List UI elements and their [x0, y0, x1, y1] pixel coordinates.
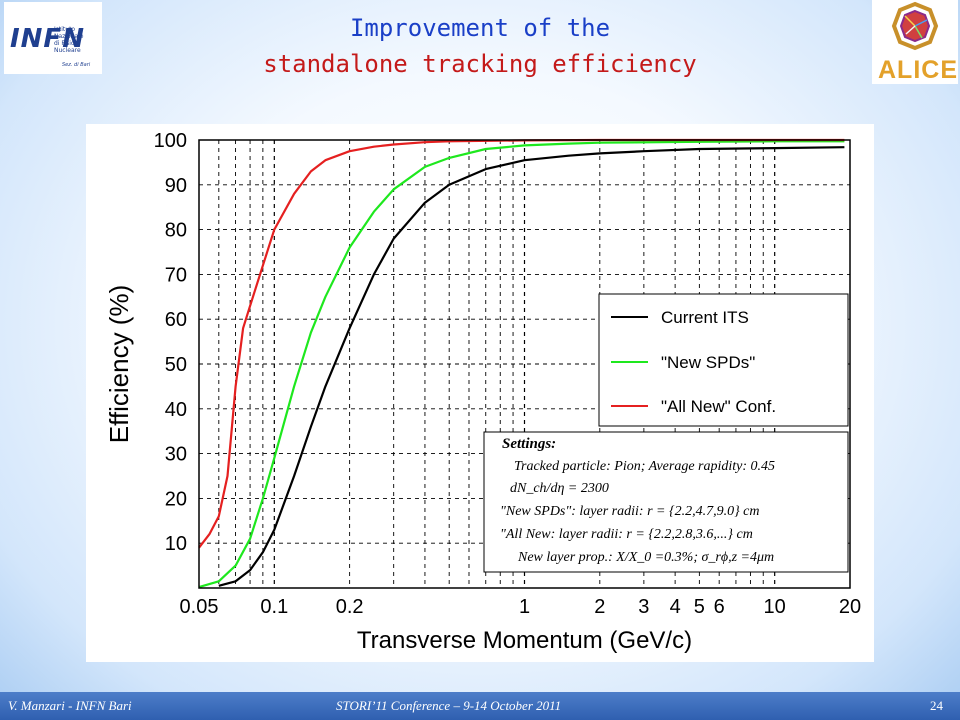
y-tick-label: 100: [154, 130, 187, 152]
y-tick-label: 80: [165, 220, 187, 242]
y-tick-label: 10: [165, 533, 187, 555]
x-tick-label: 0.2: [336, 596, 364, 618]
footer-conference: STORI’11 Conference – 9-14 October 2011: [336, 698, 562, 713]
x-tick-label: 2: [594, 596, 605, 618]
settings-box: Settings: Tracked particle: Pion; Averag…: [483, 431, 849, 573]
alice-logo-text: ALICE: [878, 56, 958, 84]
infn-logo-subtitle: Istituto Nazionale di Fisica Nucleare: [54, 26, 102, 54]
efficiency-chart: 0.05 0.1 0.2 1 2 3 4 5 6 10 20 10 20 30 40 50 60 70 80 90 10…: [104, 130, 862, 654]
legend-label-current-its: Current ITS: [661, 308, 749, 327]
chart-panel: 0.05 0.1 0.2 1 2 3 4 5 6 10 20 10 20 30 40 50 60 70 80 90 10…: [86, 124, 874, 662]
footer-page-number: 24: [930, 698, 943, 713]
slide-title-line-1: Improvement of the: [349, 14, 611, 42]
tick-labels: 0.05 0.1 0.2 1 2 3 4 5 6 10 20 10 20 30 40 50 60 70 80 90 10…: [154, 130, 862, 618]
alice-emblem-icon: [891, 1, 939, 51]
infn-subtitle-line-2: di Fisica Nucleare: [54, 40, 81, 54]
infn-logo-text: INFN: [10, 24, 85, 54]
x-tick-label: 6: [714, 596, 725, 618]
legend: Current ITS "New SPDs" "All New" Conf.: [598, 293, 849, 427]
x-tick-label: 3: [638, 596, 649, 618]
series-line-0: [218, 146, 845, 587]
x-tick-label: 1: [519, 596, 530, 618]
x-tick-label: 4: [670, 596, 681, 618]
slide-title-line-2: standalone tracking efficiency: [263, 50, 697, 78]
settings-line-1: Tracked particle: Pion; Average rapidity…: [514, 459, 775, 474]
settings-line-3: "New SPDs": layer radii: r = {2.2,4.7,9.…: [500, 504, 760, 519]
y-tick-label: 30: [165, 444, 187, 466]
footer-author: V. Manzari - INFN Bari: [8, 698, 132, 713]
x-tick-label: 0.05: [180, 596, 219, 618]
settings-line-4: "All New: layer radii: r = {2.2,2.8,3.6,…: [500, 527, 753, 542]
plot-frame: [198, 139, 851, 589]
y-tick-label: 50: [165, 354, 187, 376]
y-axis-label: Efficiency (%): [104, 285, 134, 443]
x-tick-label: 20: [839, 596, 861, 618]
legend-label-all-new: "All New" Conf.: [661, 397, 776, 416]
x-tick-label: 5: [694, 596, 705, 618]
alice-logo: ALICE: [872, 0, 958, 84]
legend-label-new-spds: "New SPDs": [661, 353, 755, 372]
infn-section: Sez. di Bari: [62, 62, 91, 68]
x-tick-label: 0.1: [260, 596, 288, 618]
infn-logo: INFN Istituto Nazionale di Fisica Nuclea…: [4, 2, 102, 74]
settings-heading: Settings:: [502, 436, 556, 452]
settings-line-2: dN_ch/dη = 2300: [510, 481, 609, 496]
infn-subtitle-line-1: Istituto Nazionale: [54, 26, 84, 40]
x-axis-label: Transverse Momentum (GeV/c): [357, 627, 692, 654]
y-tick-label: 70: [165, 264, 187, 286]
y-tick-label: 60: [165, 309, 187, 331]
series-line-1: [198, 140, 845, 589]
settings-line-5: New layer prop.: X/X_0 =0.3%; σ_rϕ,z =4μ…: [517, 550, 774, 565]
y-tick-label: 20: [165, 488, 187, 510]
slide-footer: V. Manzari - INFN Bari STORI’11 Conferen…: [0, 692, 960, 720]
y-tick-label: 90: [165, 175, 187, 197]
x-tick-label: 10: [764, 596, 786, 618]
y-tick-label: 40: [165, 399, 187, 421]
